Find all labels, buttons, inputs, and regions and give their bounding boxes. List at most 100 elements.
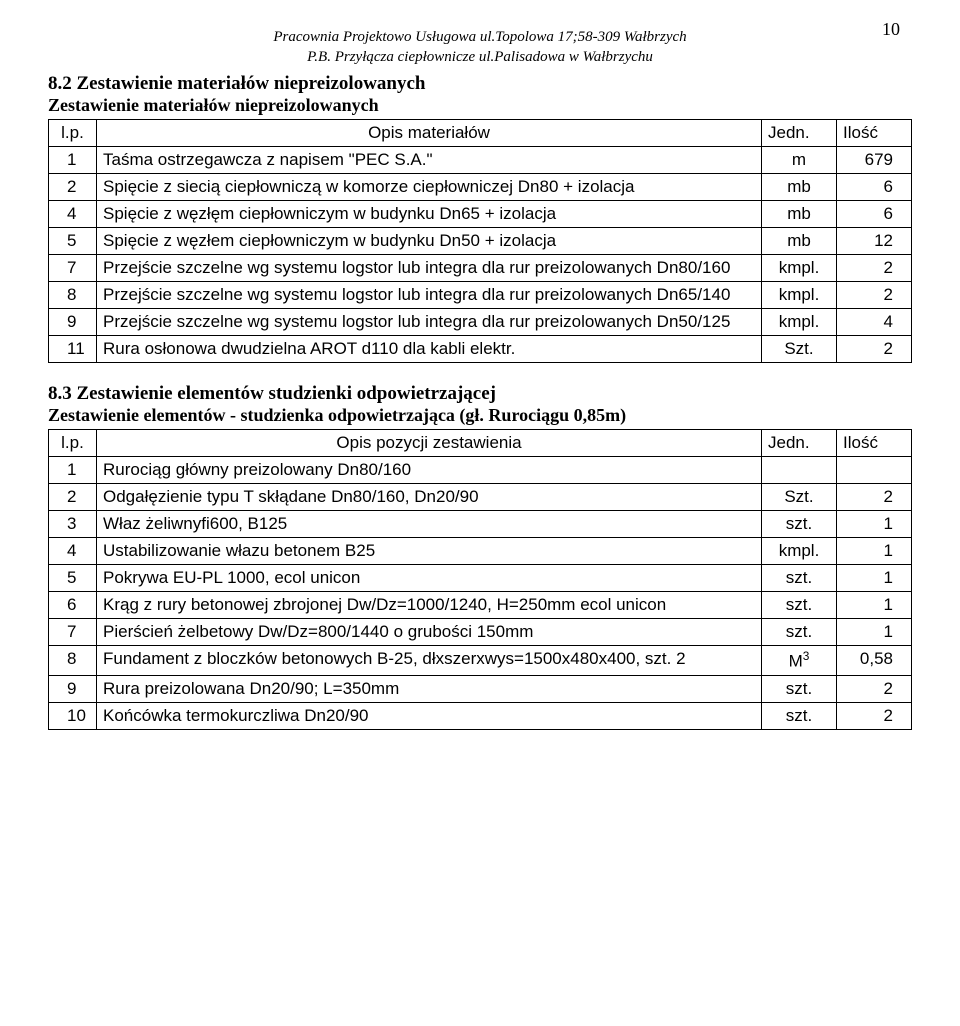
col-header-desc: Opis pozycji zestawienia	[97, 430, 762, 457]
cell-unit	[762, 457, 837, 484]
cell-unit: M3	[762, 646, 837, 676]
table-row: 4Ustabilizowanie włazu betonem B25kmpl.1	[49, 538, 912, 565]
cell-unit: szt.	[762, 675, 837, 702]
section-8-3-subtitle: Zestawienie elementów - studzienka odpow…	[48, 405, 912, 426]
section-8-2-subtitle: Zestawienie materiałów niepreizolowanych	[48, 95, 912, 116]
cell-unit: szt.	[762, 592, 837, 619]
cell-qty: 1	[837, 592, 912, 619]
section-8-2-title: 8.2 Zestawienie materiałów niepreizolowa…	[48, 73, 912, 95]
cell-lp: 6	[49, 592, 97, 619]
cell-desc: Rura preizolowana Dn20/90; L=350mm	[97, 675, 762, 702]
table-row: 1Taśma ostrzegawcza z napisem "PEC S.A."…	[49, 147, 912, 174]
table-row: 11Rura osłonowa dwudzielna AROT d110 dla…	[49, 336, 912, 363]
header-line-1: Pracownia Projektowo Usługowa ul.Topolow…	[273, 29, 686, 45]
cell-unit: szt.	[762, 619, 837, 646]
cell-lp: 1	[49, 147, 97, 174]
cell-desc: Przejście szczelne wg systemu logstor lu…	[97, 255, 762, 282]
col-header-unit: Jedn.	[762, 120, 837, 147]
table-row: 8Przejście szczelne wg systemu logstor l…	[49, 282, 912, 309]
cell-desc: Rura osłonowa dwudzielna AROT d110 dla k…	[97, 336, 762, 363]
col-header-lp: l.p.	[49, 120, 97, 147]
section-8-3-title: 8.3 Zestawienie elementów studzienki odp…	[48, 383, 912, 405]
cell-lp: 4	[49, 201, 97, 228]
table-row: 5Pokrywa EU-PL 1000, ecol uniconszt.1	[49, 565, 912, 592]
cell-desc: Spięcie z węzłęm ciepłowniczym w budynku…	[97, 201, 762, 228]
cell-desc: Odgałęzienie typu T skłądane Dn80/160, D…	[97, 484, 762, 511]
col-header-unit: Jedn.	[762, 430, 837, 457]
cell-qty: 0,58	[837, 646, 912, 676]
cell-unit: mb	[762, 174, 837, 201]
table-header-row: l.p. Opis materiałów Jedn. Ilość	[49, 120, 912, 147]
cell-lp: 2	[49, 174, 97, 201]
cell-lp: 5	[49, 228, 97, 255]
cell-lp: 7	[49, 255, 97, 282]
cell-lp: 7	[49, 619, 97, 646]
cell-qty: 6	[837, 201, 912, 228]
cell-lp: 9	[49, 675, 97, 702]
cell-desc: Ustabilizowanie włazu betonem B25	[97, 538, 762, 565]
table-row: 9Rura preizolowana Dn20/90; L=350mmszt.2	[49, 675, 912, 702]
table-row: 5Spięcie z węzłem ciepłowniczym w budynk…	[49, 228, 912, 255]
materials-table-1: l.p. Opis materiałów Jedn. Ilość 1Taśma …	[48, 119, 912, 363]
cell-lp: 5	[49, 565, 97, 592]
cell-desc: Rurociąg główny preizolowany Dn80/160	[97, 457, 762, 484]
col-header-qty: Ilość	[837, 120, 912, 147]
col-header-desc: Opis materiałów	[97, 120, 762, 147]
cell-desc: Taśma ostrzegawcza z napisem "PEC S.A."	[97, 147, 762, 174]
cell-lp: 1	[49, 457, 97, 484]
cell-qty: 2	[837, 255, 912, 282]
cell-unit: Szt.	[762, 336, 837, 363]
table-row: 6Krąg z rury betonowej zbrojonej Dw/Dz=1…	[49, 592, 912, 619]
table-row: 3Właz żeliwnyfi600, B125szt.1	[49, 511, 912, 538]
table-row: 2Spięcie z siecią ciepłowniczą w komorze…	[49, 174, 912, 201]
cell-unit: szt.	[762, 702, 837, 729]
cell-qty	[837, 457, 912, 484]
cell-desc: Spięcie z węzłem ciepłowniczym w budynku…	[97, 228, 762, 255]
cell-unit: kmpl.	[762, 282, 837, 309]
table-row: 7Pierścień żelbetowy Dw/Dz=800/1440 o gr…	[49, 619, 912, 646]
cell-desc: Fundament z bloczków betonowych B-25, dł…	[97, 646, 762, 676]
cell-unit: kmpl.	[762, 538, 837, 565]
cell-qty: 2	[837, 484, 912, 511]
cell-desc: Krąg z rury betonowej zbrojonej Dw/Dz=10…	[97, 592, 762, 619]
table-row: 4Spięcie z węzłęm ciepłowniczym w budynk…	[49, 201, 912, 228]
cell-qty: 679	[837, 147, 912, 174]
materials-table-2: l.p. Opis pozycji zestawienia Jedn. Iloś…	[48, 429, 912, 730]
cell-unit: Szt.	[762, 484, 837, 511]
cell-desc: Przejście szczelne wg systemu logstor lu…	[97, 309, 762, 336]
cell-lp: 8	[49, 646, 97, 676]
cell-desc: Końcówka termokurczliwa Dn20/90	[97, 702, 762, 729]
table-row: 9Przejście szczelne wg systemu logstor l…	[49, 309, 912, 336]
cell-qty: 1	[837, 619, 912, 646]
cell-qty: 2	[837, 675, 912, 702]
table-header-row: l.p. Opis pozycji zestawienia Jedn. Iloś…	[49, 430, 912, 457]
cell-qty: 2	[837, 702, 912, 729]
cell-unit: kmpl.	[762, 309, 837, 336]
header-line-2: P.B. Przyłącza ciepłownicze ul.Palisadow…	[307, 49, 653, 65]
cell-desc: Właz żeliwnyfi600, B125	[97, 511, 762, 538]
cell-qty: 2	[837, 336, 912, 363]
table-row: 8Fundament z bloczków betonowych B-25, d…	[49, 646, 912, 676]
col-header-lp: l.p.	[49, 430, 97, 457]
table-row: 10Końcówka termokurczliwa Dn20/90szt.2	[49, 702, 912, 729]
cell-unit: mb	[762, 201, 837, 228]
cell-lp: 10	[49, 702, 97, 729]
cell-unit: kmpl.	[762, 255, 837, 282]
cell-qty: 1	[837, 538, 912, 565]
table-row: 2Odgałęzienie typu T skłądane Dn80/160, …	[49, 484, 912, 511]
cell-desc: Przejście szczelne wg systemu logstor lu…	[97, 282, 762, 309]
page-number: 10	[882, 18, 900, 41]
cell-unit: szt.	[762, 565, 837, 592]
cell-desc: Pierścień żelbetowy Dw/Dz=800/1440 o gru…	[97, 619, 762, 646]
document-header: Pracownia Projektowo Usługowa ul.Topolow…	[48, 28, 912, 67]
cell-qty: 4	[837, 309, 912, 336]
cell-lp: 2	[49, 484, 97, 511]
cell-unit: szt.	[762, 511, 837, 538]
table-row: 7Przejście szczelne wg systemu logstor l…	[49, 255, 912, 282]
table-row: 1Rurociąg główny preizolowany Dn80/160	[49, 457, 912, 484]
cell-desc: Pokrywa EU-PL 1000, ecol unicon	[97, 565, 762, 592]
cell-lp: 3	[49, 511, 97, 538]
cell-lp: 11	[49, 336, 97, 363]
cell-desc: Spięcie z siecią ciepłowniczą w komorze …	[97, 174, 762, 201]
cell-lp: 9	[49, 309, 97, 336]
